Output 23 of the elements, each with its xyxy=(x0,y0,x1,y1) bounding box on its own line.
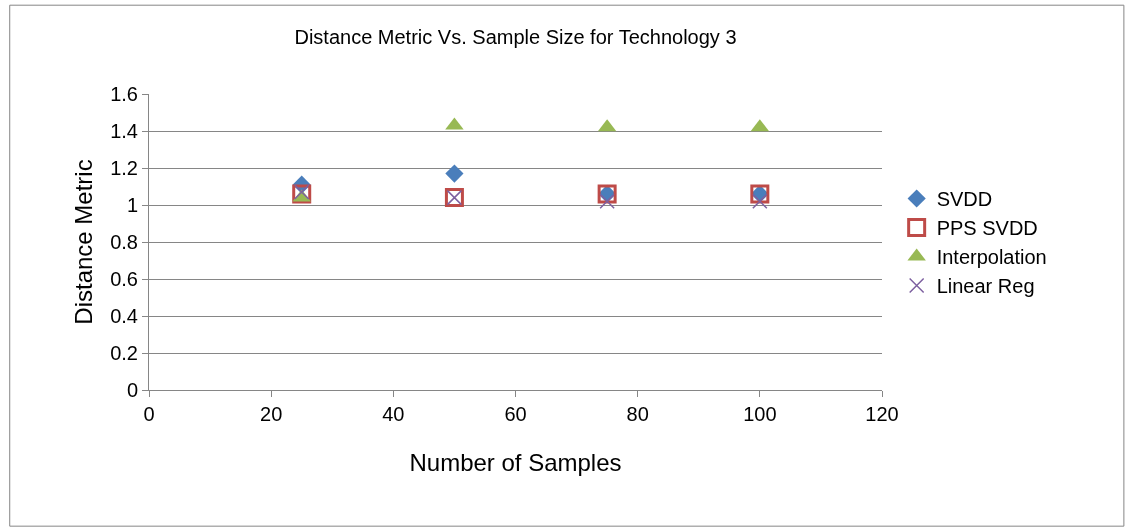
legend-label: Interpolation xyxy=(936,246,1047,269)
y-tick-label: 0.4 xyxy=(110,305,138,327)
x-tick-label: 100 xyxy=(743,403,777,425)
x-tick-label: 120 xyxy=(865,403,899,425)
legend-label: Linear Reg xyxy=(936,275,1035,298)
y-tick-label: 0.6 xyxy=(110,268,138,290)
legend-label: SVDD xyxy=(936,188,993,211)
x-tick-label: 0 xyxy=(143,403,155,425)
legend-label: PPS SVDD xyxy=(936,217,1038,240)
y-tick-label: 1.2 xyxy=(110,157,138,179)
y-tick-label: 0 xyxy=(126,379,138,401)
y-tick-label: 1.4 xyxy=(110,120,138,142)
y-tick-label: 0.2 xyxy=(110,342,138,364)
x-axis-title: Number of Samples xyxy=(409,449,622,477)
x-tick-label: 80 xyxy=(626,403,649,425)
x-tick-label: 60 xyxy=(504,403,527,425)
x-tick-label: 40 xyxy=(382,403,405,425)
y-tick-label: 1.6 xyxy=(110,83,138,105)
y-tick-label: 1 xyxy=(126,194,138,216)
y-axis-title: Distance Metric xyxy=(70,159,98,325)
y-tick-label: 0.8 xyxy=(110,231,138,253)
x-tick-label: 20 xyxy=(260,403,283,425)
chart-title: Distance Metric Vs. Sample Size for Technology 3 xyxy=(294,26,737,49)
